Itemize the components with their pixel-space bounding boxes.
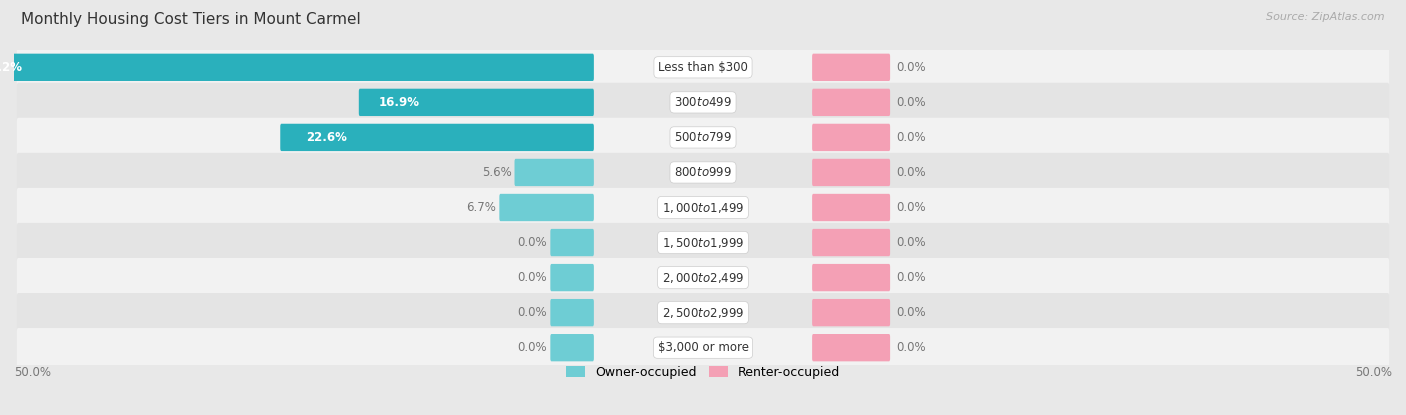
FancyBboxPatch shape	[813, 299, 890, 326]
FancyBboxPatch shape	[550, 334, 593, 361]
Text: 48.2%: 48.2%	[0, 61, 22, 74]
Text: $300 to $499: $300 to $499	[673, 96, 733, 109]
FancyBboxPatch shape	[813, 89, 890, 116]
FancyBboxPatch shape	[17, 188, 1389, 227]
Text: $500 to $799: $500 to $799	[673, 131, 733, 144]
FancyBboxPatch shape	[280, 124, 593, 151]
FancyBboxPatch shape	[813, 124, 890, 151]
Text: 50.0%: 50.0%	[14, 366, 51, 379]
Text: 5.6%: 5.6%	[482, 166, 512, 179]
Text: 22.6%: 22.6%	[307, 131, 347, 144]
Legend: Owner-occupied, Renter-occupied: Owner-occupied, Renter-occupied	[561, 361, 845, 384]
FancyBboxPatch shape	[359, 89, 593, 116]
FancyBboxPatch shape	[17, 258, 1389, 297]
Text: 0.0%: 0.0%	[896, 201, 925, 214]
FancyBboxPatch shape	[499, 194, 593, 221]
Text: $800 to $999: $800 to $999	[673, 166, 733, 179]
FancyBboxPatch shape	[17, 48, 1389, 87]
Text: 0.0%: 0.0%	[517, 341, 547, 354]
Text: $1,000 to $1,499: $1,000 to $1,499	[662, 200, 744, 215]
FancyBboxPatch shape	[813, 264, 890, 291]
Text: 16.9%: 16.9%	[378, 96, 419, 109]
Text: 0.0%: 0.0%	[896, 61, 925, 74]
FancyBboxPatch shape	[0, 54, 593, 81]
FancyBboxPatch shape	[515, 159, 593, 186]
Text: Less than $300: Less than $300	[658, 61, 748, 74]
Text: 50.0%: 50.0%	[1355, 366, 1392, 379]
FancyBboxPatch shape	[17, 223, 1389, 262]
FancyBboxPatch shape	[17, 153, 1389, 192]
Text: 0.0%: 0.0%	[896, 166, 925, 179]
Text: 0.0%: 0.0%	[517, 306, 547, 319]
Text: 0.0%: 0.0%	[896, 271, 925, 284]
Text: $3,000 or more: $3,000 or more	[658, 341, 748, 354]
Text: Monthly Housing Cost Tiers in Mount Carmel: Monthly Housing Cost Tiers in Mount Carm…	[21, 12, 361, 27]
Text: Source: ZipAtlas.com: Source: ZipAtlas.com	[1267, 12, 1385, 22]
FancyBboxPatch shape	[17, 293, 1389, 332]
Text: 0.0%: 0.0%	[896, 306, 925, 319]
Text: 0.0%: 0.0%	[896, 236, 925, 249]
Text: 0.0%: 0.0%	[896, 96, 925, 109]
Text: 0.0%: 0.0%	[896, 341, 925, 354]
FancyBboxPatch shape	[550, 264, 593, 291]
FancyBboxPatch shape	[17, 83, 1389, 122]
FancyBboxPatch shape	[550, 299, 593, 326]
FancyBboxPatch shape	[813, 334, 890, 361]
Text: $2,000 to $2,499: $2,000 to $2,499	[662, 271, 744, 285]
Text: 6.7%: 6.7%	[467, 201, 496, 214]
FancyBboxPatch shape	[17, 328, 1389, 367]
FancyBboxPatch shape	[813, 159, 890, 186]
FancyBboxPatch shape	[813, 194, 890, 221]
FancyBboxPatch shape	[550, 229, 593, 256]
FancyBboxPatch shape	[17, 118, 1389, 157]
Text: 0.0%: 0.0%	[517, 236, 547, 249]
Text: 0.0%: 0.0%	[896, 131, 925, 144]
Text: $1,500 to $1,999: $1,500 to $1,999	[662, 236, 744, 249]
FancyBboxPatch shape	[813, 54, 890, 81]
Text: $2,500 to $2,999: $2,500 to $2,999	[662, 305, 744, 320]
Text: 0.0%: 0.0%	[517, 271, 547, 284]
FancyBboxPatch shape	[813, 229, 890, 256]
